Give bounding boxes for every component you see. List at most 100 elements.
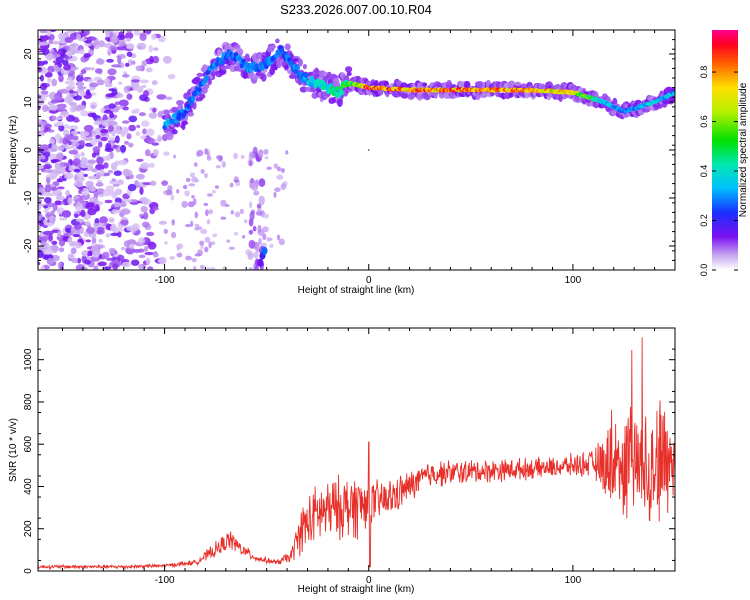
- heatmap-noise-cell: [135, 173, 145, 180]
- heatmap-noise-cell: [145, 257, 151, 266]
- heatmap-signal-halo: [171, 129, 178, 135]
- heatmap-noise-cell: [63, 124, 70, 129]
- heatmap-noise-cell: [89, 82, 99, 88]
- heatmap-noise-cell: [151, 33, 157, 40]
- heatmap-noise-cell: [58, 124, 65, 132]
- heatmap-noise-cell: [46, 177, 51, 185]
- heatmap-noise-cell: [57, 230, 62, 238]
- heatmap-noise-cell: [117, 179, 124, 185]
- heatmap-noise-cell: [253, 251, 259, 259]
- snr-y-ticks: 0 200 400 600 800 1000: [23, 327, 675, 574]
- heatmap-noise-cell: [38, 42, 48, 46]
- heatmap-noise-cell: [52, 203, 58, 212]
- heatmap-noise-cell: [200, 244, 204, 250]
- heatmap-noise-cell: [66, 77, 73, 81]
- heatmap-noise-cell: [136, 158, 144, 162]
- heatmap-noise-cell: [66, 30, 76, 34]
- heatmap-noise-cell: [80, 209, 86, 217]
- heatmap-noise-cell: [220, 199, 227, 207]
- heatmap-noise-cell: [132, 223, 140, 232]
- heatmap-noise-cell: [153, 47, 159, 51]
- heatmap-signal-halo: [275, 38, 280, 44]
- heatmap-noise-cell: [38, 96, 47, 102]
- heatmap-noise-cell: [52, 190, 58, 196]
- heatmap-noise-cell: [76, 257, 82, 264]
- heatmap-noise-cell: [77, 86, 87, 90]
- heatmap-noise-cell: [276, 166, 281, 172]
- heatmap-signal-cell: [303, 72, 309, 78]
- heatmap-noise-cell: [111, 88, 118, 96]
- heatmap-noise-cell: [43, 248, 53, 255]
- heatmap-signal-halo: [199, 93, 206, 100]
- heatmap-x-tick-label: -100: [155, 275, 175, 286]
- heatmap-noise-cell: [128, 124, 136, 132]
- heatmap-noise-cell: [109, 111, 114, 119]
- heatmap-noise-cell: [131, 259, 140, 266]
- heatmap-noise-cell: [65, 227, 73, 233]
- heatmap-noise-cell: [85, 202, 95, 210]
- heatmap-noise-cell: [210, 241, 216, 246]
- snr-y-tick-label: 200: [23, 520, 34, 537]
- heatmap-noise-cell: [75, 180, 84, 188]
- heatmap-noise-cell: [128, 115, 138, 123]
- snr-y-axis-label: SNR (10 * v/v): [8, 418, 19, 482]
- heatmap-noise-cell: [257, 224, 262, 233]
- heatmap-noise-cell: [206, 267, 212, 270]
- heatmap-x-tick-label: 100: [565, 275, 582, 286]
- heatmap-noise-cell: [249, 201, 253, 209]
- heatmap-noise-cell: [87, 112, 95, 118]
- heatmap-signal-cell: [204, 75, 209, 81]
- heatmap-noise-cell: [43, 206, 49, 214]
- heatmap-noise-cell: [136, 124, 141, 129]
- heatmap-noise-cell: [197, 249, 203, 257]
- heatmap-noise-cell: [40, 265, 45, 270]
- heatmap-noise-cell: [250, 177, 255, 184]
- snr-y-tick-label: 600: [23, 435, 34, 452]
- heatmap-noise-cell: [121, 261, 132, 268]
- heatmap-noise-cell: [119, 201, 127, 208]
- heatmap-noise-cell: [234, 231, 239, 236]
- heatmap-noise-cell: [138, 237, 146, 244]
- heatmap-noise-cell: [83, 124, 94, 132]
- heatmap-noise-cell: [126, 30, 132, 33]
- heatmap-noise-cell: [139, 33, 147, 41]
- heatmap-noise-cell: [88, 233, 97, 239]
- heatmap-noise-cell: [88, 185, 97, 192]
- heatmap-noise-cell: [104, 199, 113, 204]
- heatmap-signal-halo: [302, 64, 307, 70]
- heatmap-noise-cell: [42, 224, 49, 228]
- heatmap-noise-cell: [97, 141, 103, 148]
- heatmap-noise-cell: [165, 96, 173, 101]
- heatmap-noise-cell: [273, 163, 279, 169]
- heatmap-noise-cell: [55, 56, 64, 64]
- heatmap-noise-cell: [64, 172, 74, 180]
- heatmap-noise-cell: [108, 190, 116, 197]
- heatmap-noise-cell: [200, 169, 205, 174]
- snr-x-axis-label: Height of straight line (km): [298, 584, 415, 595]
- heatmap-signal-halo: [233, 44, 241, 49]
- snr-y-tick-label: 1000: [23, 348, 34, 371]
- heatmap-noise-cell: [248, 267, 253, 270]
- heatmap-noise-cell: [110, 232, 120, 237]
- heatmap-noise-cell: [86, 89, 91, 95]
- heatmap-noise-cell: [148, 112, 158, 119]
- heatmap-noise-cell: [263, 149, 269, 155]
- heatmap-noise-cell: [157, 134, 162, 143]
- heatmap-noise-cell: [87, 159, 97, 164]
- heatmap-noise-cell: [123, 240, 131, 248]
- heatmap-noise-cell: [67, 50, 73, 57]
- heatmap-noise-cell: [83, 173, 88, 177]
- heatmap-noise-cell: [125, 31, 134, 40]
- heatmap-noise-cell: [124, 140, 129, 145]
- heatmap-noise-cell: [276, 234, 281, 241]
- heatmap-y-axis-label: Frequency (Hz): [8, 116, 19, 185]
- heatmap-noise-cell: [114, 227, 124, 232]
- heatmap-noise-cell: [204, 173, 208, 179]
- heatmap-noise-cell: [122, 74, 130, 78]
- colorbar-tick-label: 0.8: [699, 66, 709, 79]
- colorbar-tick-label: 0.4: [699, 165, 709, 178]
- heatmap-noise-cell: [51, 78, 58, 87]
- heatmap-noise-cell: [124, 199, 133, 203]
- heatmap-noise-cell: [161, 180, 169, 186]
- heatmap-noise-cell: [113, 170, 123, 176]
